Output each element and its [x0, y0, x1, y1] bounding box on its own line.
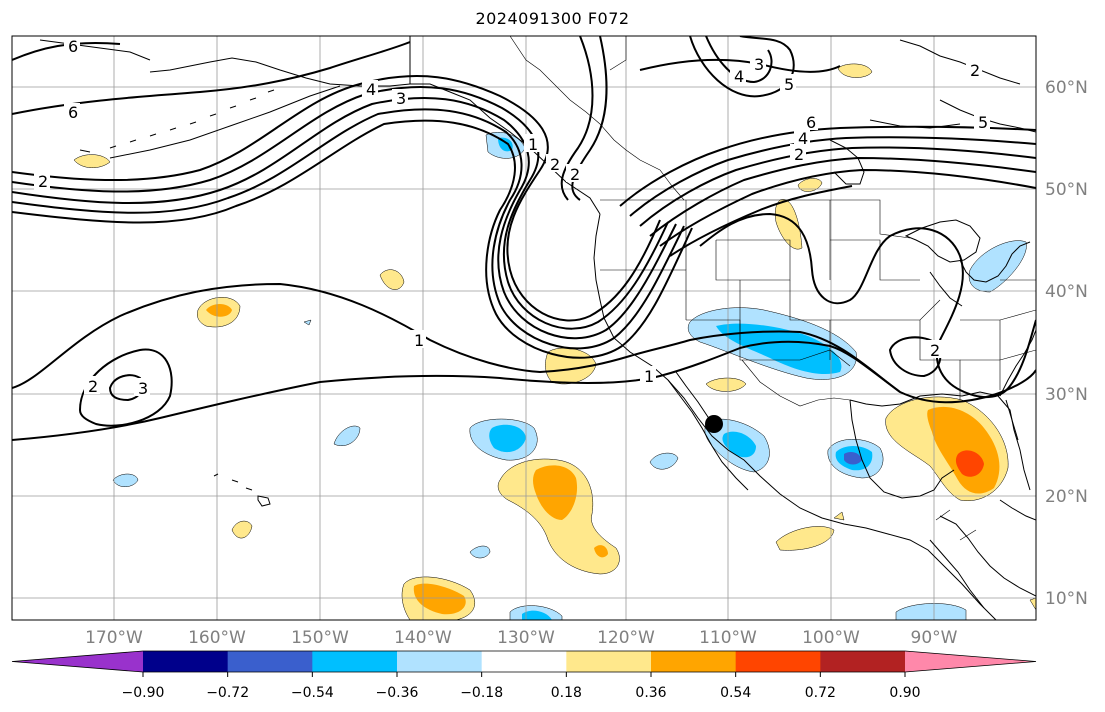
storm-marker-dot: [705, 415, 723, 433]
colorbar-tick-label: −0.54: [291, 685, 334, 701]
contour-label: 6: [68, 37, 78, 56]
lat-label: 10°N: [1045, 589, 1088, 609]
map-background: [12, 36, 1036, 620]
lat-label: 40°N: [1045, 282, 1088, 302]
contour-label: 5: [978, 113, 988, 132]
contour-label: 1: [644, 367, 654, 386]
contour-label: 3: [396, 89, 406, 108]
lon-label: 150°W: [291, 628, 349, 648]
contour-label: 2: [38, 172, 48, 191]
lon-label: 140°W: [394, 628, 452, 648]
colorbar-segment: [397, 651, 483, 672]
contour-label-group: 6 6 2 4 3 3 4 5 6 4 2 5 2 2: [34, 37, 990, 398]
colorbar-tick-label: −0.18: [460, 685, 503, 701]
lon-label: 130°W: [497, 628, 555, 648]
colorbar-segment: [566, 651, 652, 672]
lon-label: 160°W: [188, 628, 246, 648]
contour-label: 3: [754, 55, 764, 74]
contour-label: 4: [798, 129, 808, 148]
colorbar-ticks: −0.90 −0.72 −0.54 −0.36 −0.18 0.18 0.36 0.54 0.7…: [122, 672, 921, 701]
political-borders: [509, 36, 1036, 541]
colorbar-segment: [735, 651, 821, 672]
contour-lines: [12, 36, 1036, 441]
colorbar-segment: [143, 651, 229, 672]
contour-label: 4: [734, 67, 744, 86]
contour-label: 6: [806, 113, 816, 132]
lon-label: 100°W: [802, 628, 860, 648]
longitude-labels: 170°W 160°W 150°W 140°W 130°W 120°W 110°…: [85, 628, 958, 648]
grid-lines: [12, 36, 1036, 620]
colorbar-segment: [312, 651, 398, 672]
contour-label: 1: [414, 331, 424, 350]
colorbar-segment: [481, 651, 567, 672]
colorbar-extend-low: [12, 651, 143, 672]
lon-label: 120°W: [597, 628, 655, 648]
contour-label: 2: [930, 341, 940, 360]
colorbar-tick-label: 0.54: [720, 685, 751, 701]
colorbar-tick-label: 0.72: [805, 685, 836, 701]
lat-label: 60°N: [1045, 78, 1088, 98]
colorbar-extend-high: [905, 651, 1036, 672]
contour-label: 6: [68, 103, 78, 122]
lat-label: 30°N: [1045, 385, 1088, 405]
lat-label: 20°N: [1045, 487, 1088, 507]
latitude-labels: 60°N 50°N 40°N 30°N 20°N 10°N: [1045, 78, 1088, 609]
colorbar-segment: [227, 651, 313, 672]
contour-label: 5: [784, 75, 794, 94]
lon-label: 170°W: [85, 628, 143, 648]
lon-label: 110°W: [699, 628, 757, 648]
contour-label: 2: [88, 377, 98, 396]
filled-anomalies: [73, 63, 1036, 620]
colorbar-segment: [651, 651, 737, 672]
contour-label: 3: [138, 379, 148, 398]
colorbar-tick-label: −0.72: [206, 685, 249, 701]
colorbar-segment: [820, 651, 906, 672]
colorbar-tick-label: −0.36: [376, 685, 419, 701]
lat-label: 50°N: [1045, 180, 1088, 200]
colorbar-tick-label: 0.18: [551, 685, 582, 701]
contour-label: 2: [794, 145, 804, 164]
colorbar-tick-label: 0.90: [889, 685, 920, 701]
contour-label: 2: [970, 61, 980, 80]
contour-label: 1: [528, 135, 538, 154]
lon-label: 90°W: [911, 628, 958, 648]
map-frame: [11, 35, 1037, 621]
colorbar-tick-label: 0.36: [635, 685, 666, 701]
colorbar: [11, 650, 1037, 673]
map-title: 2024091300 F072: [475, 9, 630, 28]
contour-label: 2: [570, 165, 580, 184]
colorbar-tick-label: −0.90: [122, 685, 165, 701]
contour-label: 4: [366, 80, 376, 99]
contour-label: 2: [550, 155, 560, 174]
